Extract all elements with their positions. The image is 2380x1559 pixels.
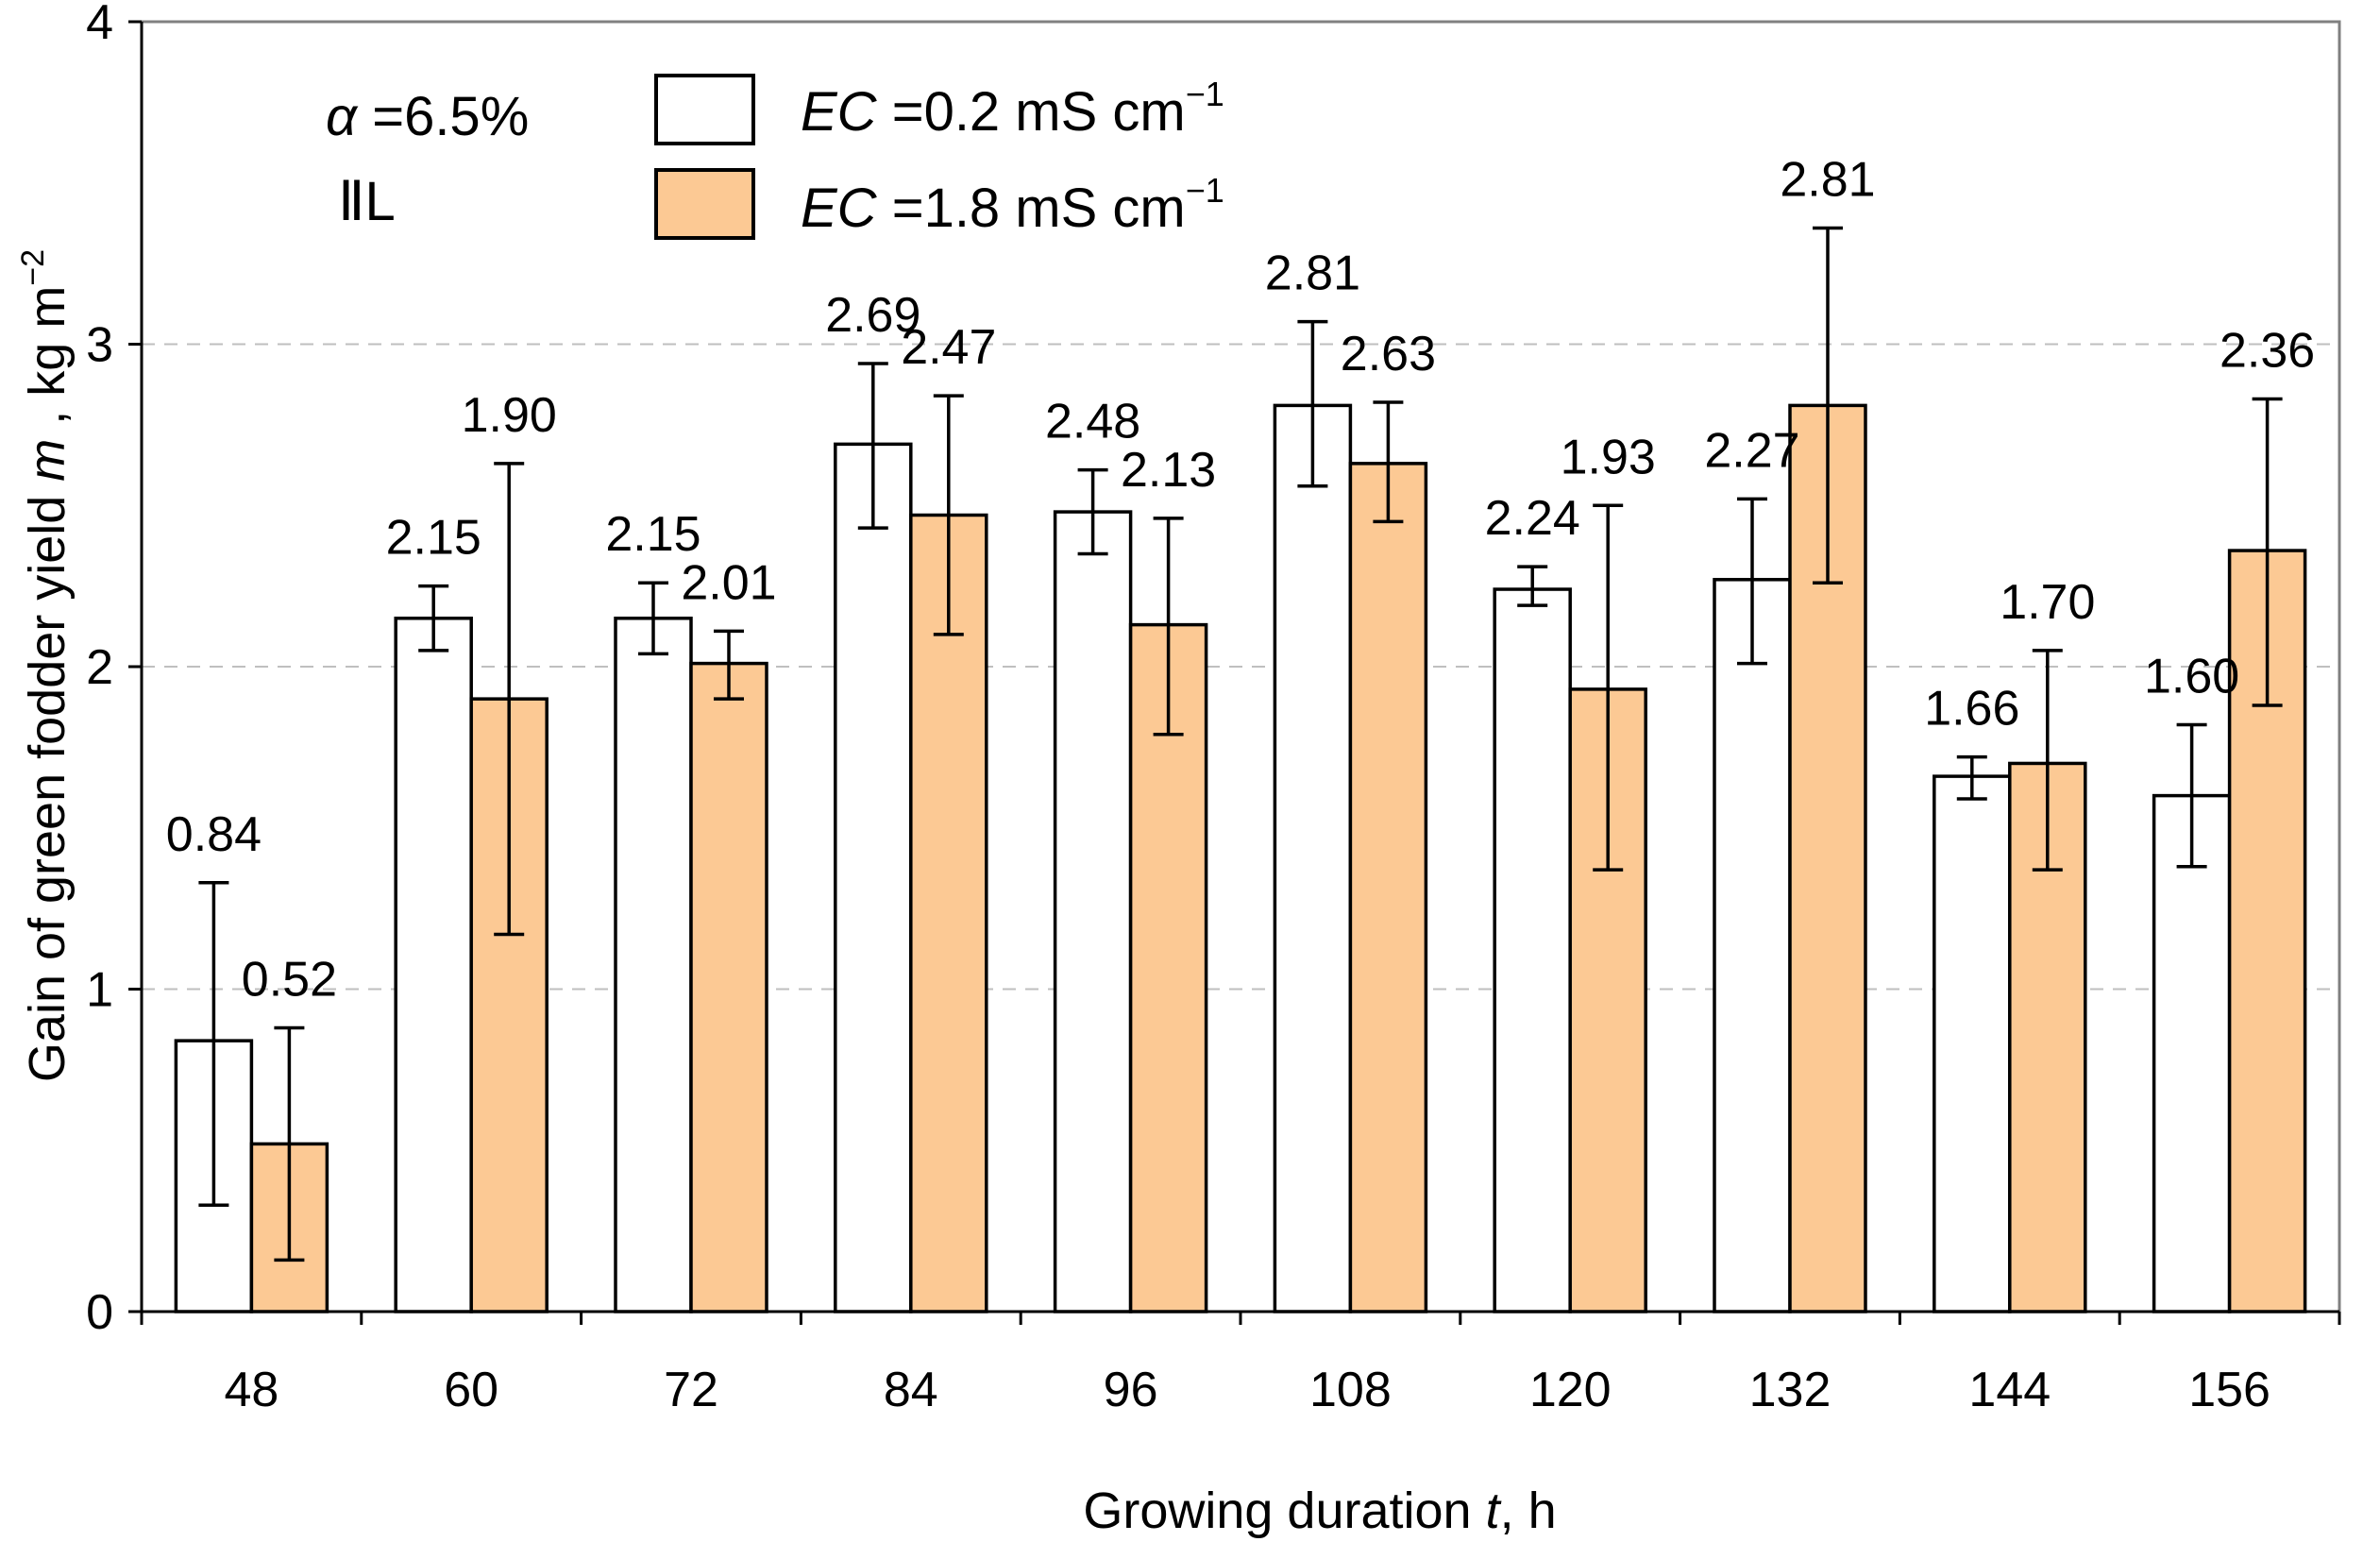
data-label: 2.13 — [1121, 443, 1216, 498]
axes: 0 1 2 3 4 48 60 72 84 96 108 120 132 144 156 — [86, 0, 2341, 1417]
bar — [834, 442, 913, 1313]
light-annotation: ⅡL — [338, 171, 396, 232]
bar — [614, 617, 693, 1313]
legend-label-ec-0-2-italic: EC — [801, 81, 878, 143]
x-tick-label: 72 — [664, 1363, 718, 1417]
x-tick-label: 96 — [1104, 1363, 1158, 1417]
y-axis-title-var: m — [19, 439, 76, 482]
x-axis-title-unit: , h — [1500, 1483, 1557, 1539]
x-tick-label: 108 — [1309, 1363, 1392, 1417]
legend-swatch-ec-0-2 — [654, 74, 755, 145]
data-labels: 0.84 2.15 2.15 2.69 2.48 2.81 2.24 2.27 1.66 1.60… — [166, 153, 2315, 1008]
x-axis-title-text: Growing duration — [1083, 1483, 1485, 1539]
data-label: 1.93 — [1561, 430, 1656, 484]
data-label: 2.01 — [681, 555, 776, 610]
y-tick-label: 2 — [86, 640, 113, 695]
alpha-value: =6.5% — [357, 86, 529, 147]
bar — [394, 617, 473, 1313]
data-label: 2.24 — [1485, 491, 1580, 546]
legend-swatch-ec-1-8 — [654, 168, 755, 240]
y-tick-label: 4 — [86, 0, 113, 50]
data-label: 2.36 — [2220, 324, 2315, 379]
legend-label-ec-0-2: EC =0.2 mS cm−1 — [801, 75, 1224, 143]
bar — [1053, 510, 1133, 1313]
y-tick-label: 1 — [86, 963, 113, 1018]
y-axis-title: Gain of green fodder yield m , kg m−2 — [15, 249, 76, 1082]
legend-label-ec-1-8-italic: EC — [801, 178, 878, 239]
y-axis-title-unit: , kg m — [19, 286, 76, 439]
data-label: 2.15 — [605, 507, 700, 562]
data-label: 2.48 — [1045, 395, 1140, 449]
data-label: 1.90 — [462, 388, 557, 443]
bar — [1273, 403, 1353, 1313]
legend-label-ec-0-2-sup: −1 — [1186, 75, 1224, 113]
bar — [1713, 578, 1792, 1313]
legend: EC =0.2 mS cm−1 EC =1.8 mS cm−1 — [654, 74, 1224, 240]
data-label: 1.66 — [1924, 682, 2019, 737]
data-label: 2.63 — [1341, 327, 1436, 381]
bar — [2152, 793, 2232, 1313]
legend-label-ec-1-8-sup: −1 — [1186, 171, 1224, 210]
bars — [174, 403, 2307, 1313]
data-label: 2.81 — [1265, 246, 1360, 301]
data-label: 2.81 — [1780, 153, 1875, 208]
x-axis-title: Growing duration t, h — [1083, 1483, 1556, 1539]
x-axis-title-var: t — [1486, 1483, 1502, 1539]
bar — [689, 661, 768, 1313]
x-tick-label: 144 — [1968, 1363, 2051, 1417]
bar — [1493, 587, 1572, 1313]
data-label: 2.27 — [1704, 423, 1799, 478]
alpha-annotation: α =6.5% — [326, 86, 529, 147]
x-tick-label: 84 — [884, 1363, 938, 1417]
y-axis-title-sup: −2 — [15, 249, 51, 286]
legend-label-ec-0-2-rest: =0.2 mS cm — [877, 81, 1186, 143]
x-tick-label: 156 — [2188, 1363, 2270, 1417]
y-tick-label: 3 — [86, 318, 113, 373]
x-tick-label: 132 — [1749, 1363, 1831, 1417]
error-bars — [198, 226, 2283, 1262]
x-tick-label: 60 — [444, 1363, 498, 1417]
bar — [1933, 774, 2012, 1313]
data-label: 2.15 — [386, 511, 481, 566]
data-label: 2.47 — [901, 320, 996, 375]
x-tick-label: 120 — [1529, 1363, 1612, 1417]
legend-label-ec-1-8-rest: =1.8 mS cm — [877, 178, 1186, 239]
y-axis-title-text: Gain of green fodder yield — [19, 482, 76, 1082]
x-tick-label: 48 — [224, 1363, 279, 1417]
data-label: 0.52 — [242, 952, 337, 1007]
legend-label-ec-1-8: EC =1.8 mS cm−1 — [801, 171, 1224, 239]
data-label: 2.69 — [825, 288, 920, 343]
data-label: 1.70 — [2000, 575, 2095, 630]
alpha-symbol: α — [326, 86, 359, 147]
data-label: 0.84 — [166, 807, 262, 862]
bar — [1348, 462, 1428, 1313]
data-label: 1.60 — [2144, 649, 2239, 703]
y-tick-label: 0 — [86, 1285, 113, 1340]
